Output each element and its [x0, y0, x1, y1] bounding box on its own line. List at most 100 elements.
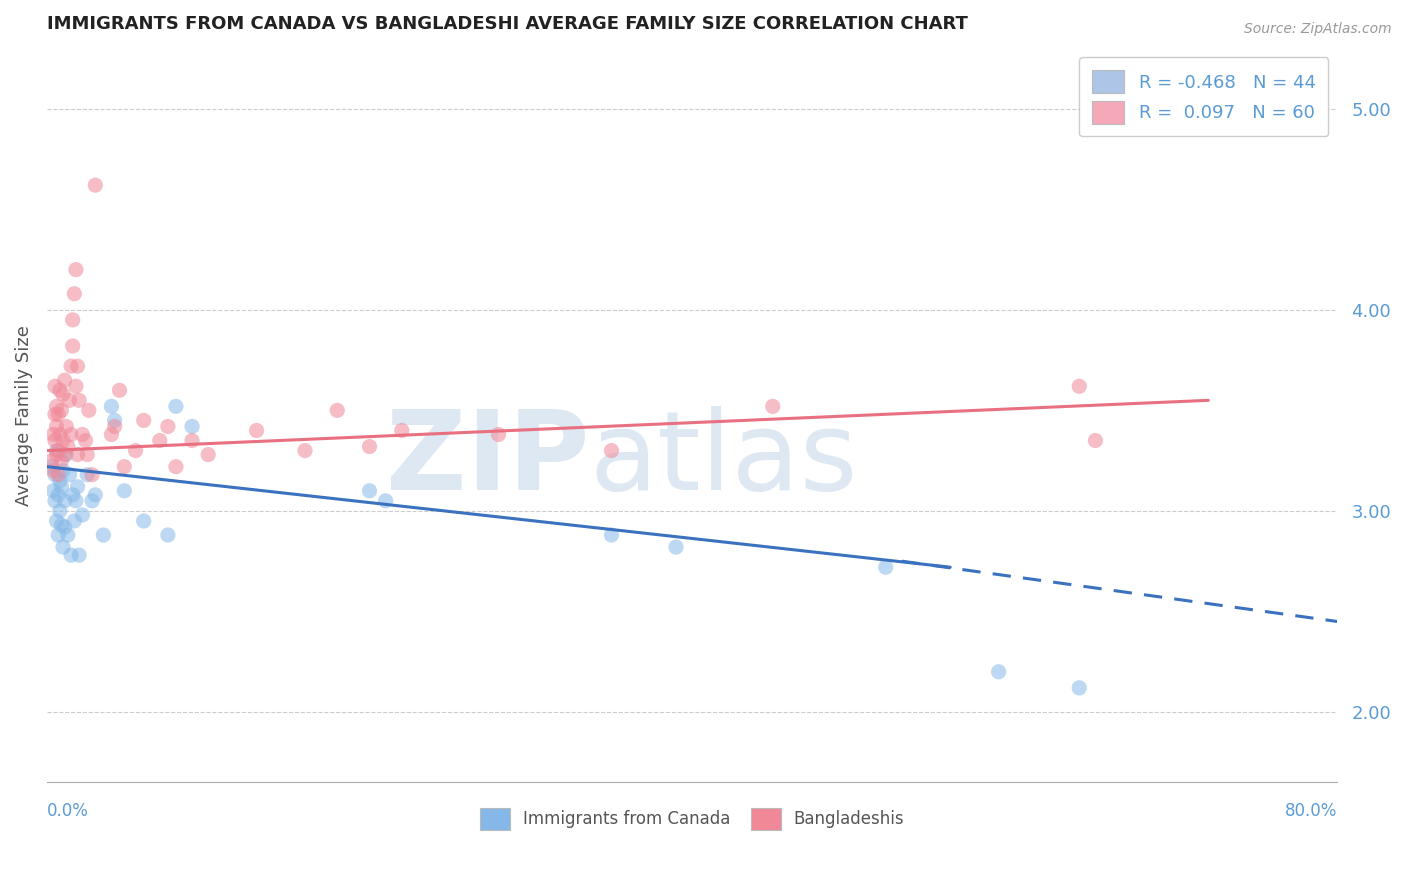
Point [359, 440, 381, 454]
Point [100, 400, 122, 414]
Point [45, 400, 67, 414]
Point [51, 403, 73, 417]
Point [156, 528, 179, 542]
Point [42, 464, 65, 478]
Point [1069, 379, 1091, 393]
Point [76, 467, 98, 482]
Point [45, 443, 67, 458]
Point [62, 339, 84, 353]
Point [49, 427, 72, 442]
Point [875, 560, 897, 574]
Point [132, 413, 155, 427]
Point [62, 313, 84, 327]
Point [80, 493, 103, 508]
Point [391, 424, 413, 438]
Point [488, 427, 510, 442]
Point [294, 443, 316, 458]
Point [52, 540, 75, 554]
Point [165, 459, 187, 474]
Point [60, 548, 83, 562]
Point [93, 528, 115, 542]
Point [762, 400, 785, 414]
Point [104, 413, 127, 427]
Point [56, 528, 79, 542]
Point [84, 178, 107, 193]
Point [44, 493, 66, 508]
Point [42, 427, 65, 442]
Point [46, 488, 69, 502]
Point [51, 453, 73, 467]
Point [165, 400, 187, 414]
Point [51, 518, 73, 533]
Point [72, 508, 94, 522]
Point [108, 384, 131, 398]
Point [374, 493, 396, 508]
Point [1084, 434, 1107, 448]
Point [77, 403, 100, 417]
Point [45, 448, 67, 462]
Point [41, 459, 63, 474]
Point [66, 480, 89, 494]
Point [46, 408, 69, 422]
Point [46, 443, 69, 458]
Point [197, 448, 219, 462]
Point [49, 504, 72, 518]
Point [63, 514, 86, 528]
Point [55, 419, 77, 434]
Text: IMMIGRANTS FROM CANADA VS BANGLADESHI AVERAGE FAMILY SIZE CORRELATION CHART: IMMIGRANTS FROM CANADA VS BANGLADESHI AV… [46, 15, 967, 33]
Point [65, 262, 87, 277]
Point [46, 528, 69, 542]
Point [181, 419, 204, 434]
Point [46, 467, 69, 482]
Point [65, 493, 87, 508]
Point [58, 467, 80, 482]
Point [44, 467, 66, 482]
Legend: Immigrants from Canada, Bangladeshis: Immigrants from Canada, Bangladeshis [474, 802, 911, 837]
Point [112, 459, 135, 474]
Point [51, 480, 73, 494]
Point [76, 448, 98, 462]
Point [53, 373, 76, 387]
Point [987, 665, 1010, 679]
Point [665, 540, 688, 554]
Point [63, 286, 86, 301]
Point [53, 493, 76, 508]
Point [42, 483, 65, 498]
Point [66, 359, 89, 373]
Point [65, 379, 87, 393]
Text: Source: ZipAtlas.com: Source: ZipAtlas.com [1244, 22, 1392, 37]
Y-axis label: Average Family Size: Average Family Size [15, 325, 32, 506]
Point [66, 448, 89, 462]
Text: atlas: atlas [589, 406, 858, 513]
Point [84, 488, 107, 502]
Text: ZIP: ZIP [385, 406, 589, 513]
Point [149, 434, 172, 448]
Point [600, 528, 623, 542]
Point [80, 467, 103, 482]
Point [52, 434, 75, 448]
Point [62, 488, 84, 502]
Point [67, 548, 90, 562]
Point [156, 419, 179, 434]
Point [104, 419, 127, 434]
Point [41, 453, 63, 467]
Point [72, 427, 94, 442]
Point [44, 408, 66, 422]
Point [56, 440, 79, 454]
Point [112, 483, 135, 498]
Point [49, 384, 72, 398]
Point [132, 514, 155, 528]
Point [49, 474, 72, 488]
Point [67, 393, 90, 408]
Point [326, 403, 349, 417]
Point [60, 359, 83, 373]
Point [55, 448, 77, 462]
Text: 0.0%: 0.0% [46, 803, 89, 821]
Point [600, 443, 623, 458]
Point [245, 424, 267, 438]
Point [53, 520, 76, 534]
Point [52, 464, 75, 478]
Point [44, 434, 66, 448]
Point [1069, 681, 1091, 695]
Point [52, 387, 75, 401]
